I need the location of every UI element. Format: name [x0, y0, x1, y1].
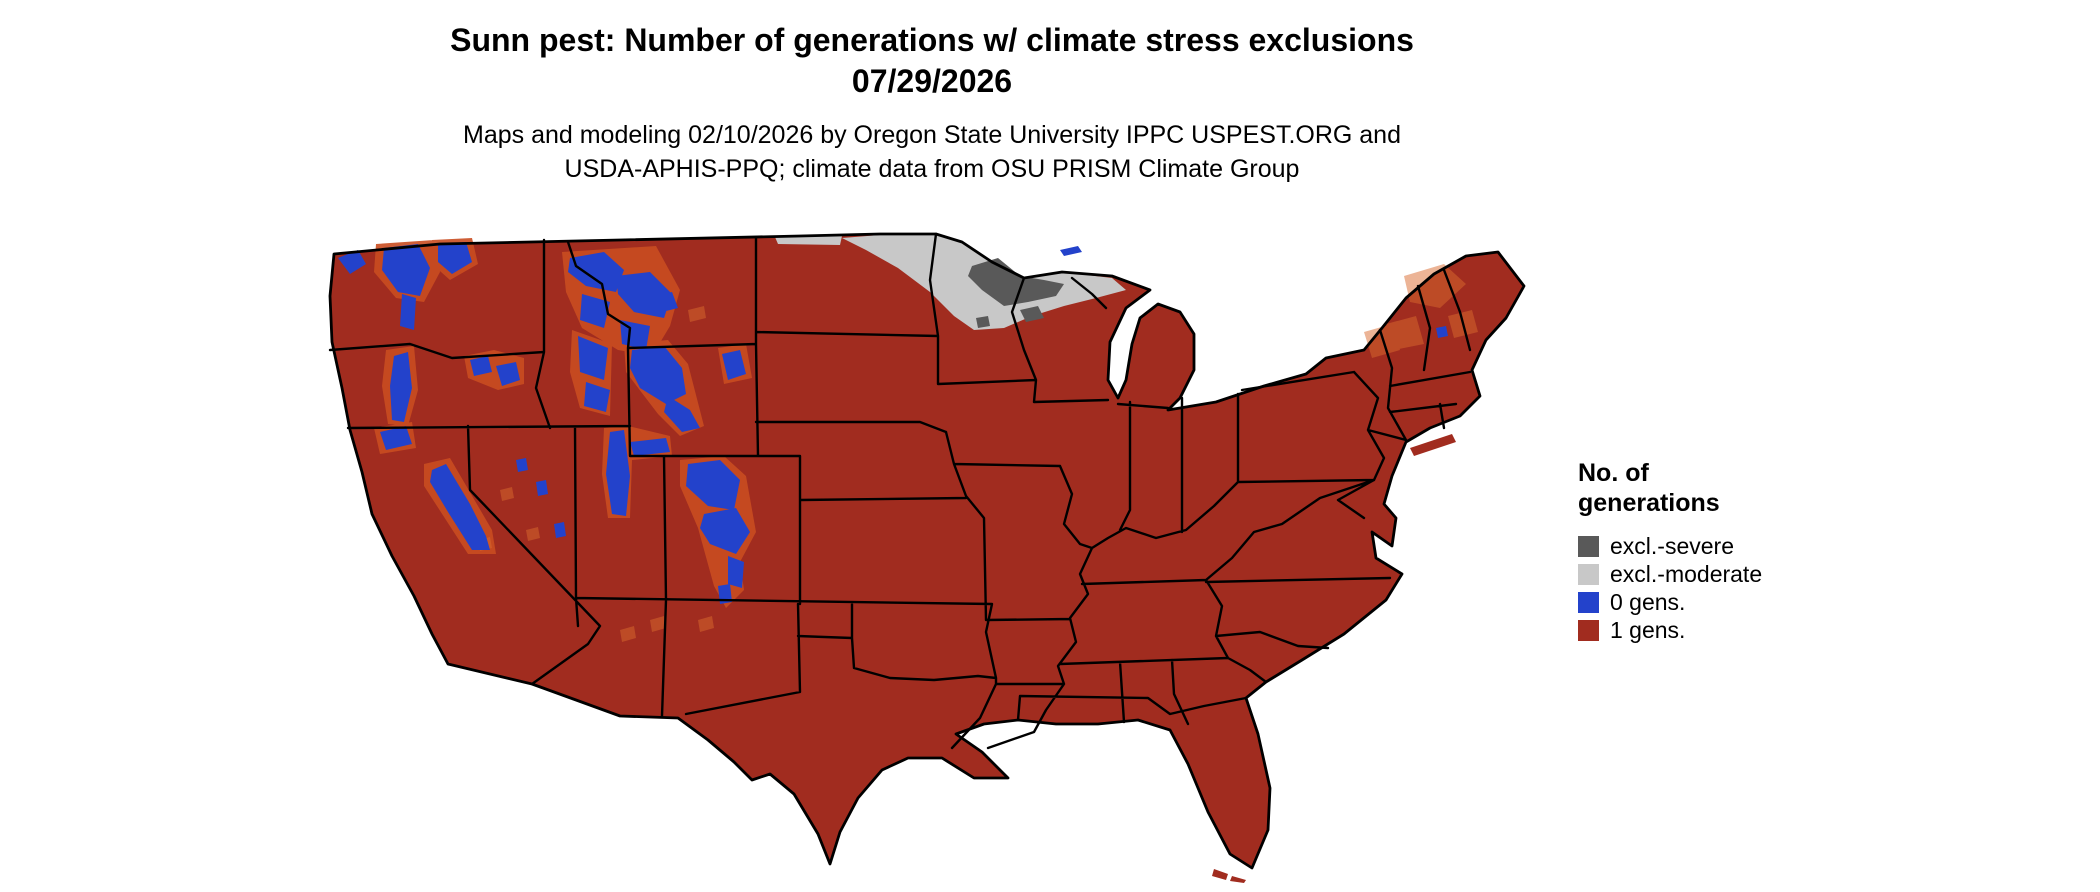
legend-swatch-excl-severe [1578, 535, 1599, 557]
legend-swatch-zero-gens [1578, 591, 1599, 613]
chart-subtitle-block: Maps and modeling 02/10/2026 by Oregon S… [0, 118, 1864, 186]
us-map [328, 232, 1526, 883]
zero-generations-patches [338, 242, 1448, 604]
legend-label-excl-severe: excl.-severe [1610, 532, 1734, 559]
exclusion-severe-region [968, 258, 1064, 328]
legend-label-excl-moderate: excl.-moderate [1610, 560, 1763, 587]
legend-item-one-gen: 1 gens. [1578, 616, 1762, 644]
legend-item-excl-severe: excl.-severe [1578, 532, 1762, 560]
us-outline [328, 232, 1526, 870]
legend-swatch-one-gen [1578, 619, 1599, 641]
chart-title-date: 07/29/2026 [851, 63, 1013, 99]
us-landmass [330, 234, 1524, 883]
legend-title: No. of generations [1578, 458, 1762, 518]
legend-title-line2: generations [1578, 489, 1720, 517]
legend-item-zero-gens: 0 gens. [1578, 588, 1762, 616]
chart-title: Sunn pest: Number of generations w/ clim… [450, 22, 1414, 58]
chart-title-block: Sunn pest: Number of generations w/ clim… [0, 20, 1864, 102]
exclusion-moderate-patches [775, 234, 1126, 330]
legend: No. of generations excl.-severe excl.-mo… [1578, 458, 1762, 644]
legend-swatch-excl-moderate [1578, 563, 1599, 585]
state-borders [328, 232, 1472, 750]
legend-title-line1: No. of [1578, 459, 1649, 487]
one-generation-region [330, 234, 1524, 883]
exclusion-severe-patches [968, 258, 1064, 328]
zero-generations-region [338, 242, 1448, 604]
exclusion-moderate-region [775, 234, 1126, 330]
legend-label-zero-gens: 0 gens. [1610, 588, 1686, 615]
chart-subtitle-line2: USDA-APHIS-PPQ; climate data from OSU PR… [564, 155, 1300, 183]
legend-label-one-gen: 1 gens. [1610, 616, 1686, 643]
chart-subtitle-line1: Maps and modeling 02/10/2026 by Oregon S… [463, 121, 1401, 149]
legend-item-excl-moderate: excl.-moderate [1578, 560, 1762, 588]
